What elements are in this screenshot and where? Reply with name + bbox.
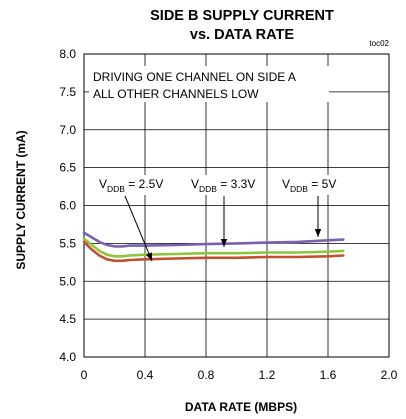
y-tick-label: 7.5 [59,85,76,99]
label-v: V [282,177,290,191]
series-line-1 [82,237,345,258]
series-line-2 [82,240,345,263]
series-label-1: VDDB = 3.3V [191,177,255,194]
y-tick-label: 8.0 [59,47,76,61]
callout-arrowhead [314,229,322,237]
series-label-2: VDDB = 5V [282,177,336,194]
label-value: = 5V [308,177,336,191]
callout-arrowhead [145,252,152,261]
annotation-line-2: ALL OTHER CHANNELS LOW [93,87,259,101]
y-tick-label: 6.5 [59,161,76,175]
callout-background [278,175,341,195]
label-subscript: DDB [199,184,217,194]
y-tick-label: 4.5 [59,312,76,326]
x-axis-ticks: 0 0.4 0.8 1.2 1.6 2.0 [81,368,398,382]
y-tick-label: 5.5 [59,236,76,250]
label-value: = 2.5V [125,177,163,191]
x-tick-label: 0.4 [137,368,154,382]
annotation-background [89,66,329,102]
callout-arrow-line [124,195,153,262]
y-axis-label: SUPPLY CURRENT (mA) [14,130,28,269]
y-tick-label: 6.0 [59,199,76,213]
chart-subtitle: vs. DATA RATE [190,27,295,43]
x-axis-label: DATA RATE (MBPS) [185,400,297,414]
plot-area-frame [83,53,390,358]
label-v: V [191,177,199,191]
callout-background [187,175,260,195]
x-tick-label: 1.6 [320,368,337,382]
x-tick-label: 1.2 [259,368,276,382]
series-label-0: VDDB = 2.5V [99,177,163,194]
data-series [82,231,345,263]
figure-code: toc02 [369,39,389,48]
callout-background [95,175,168,195]
x-tick-label: 2.0 [381,368,398,382]
y-tick-label: 5.0 [59,274,76,288]
label-value: = 3.3V [217,177,255,191]
chart-title: SIDE B SUPPLY CURRENT [150,8,334,24]
label-subscript: DDB [107,184,125,194]
y-tick-label: 4.0 [59,350,76,364]
annotation-line-1: DRIVING ONE CHANNEL ON SIDE A [93,70,296,84]
series-line-0 [82,231,345,248]
label-subscript: DDB [290,184,308,194]
x-tick-label: 0.8 [198,368,215,382]
label-v: V [99,177,107,191]
y-tick-label: 7.0 [59,123,76,137]
series-callouts: VDDB = 2.5V VDDB = 3.3V VDDB = 5V [95,175,341,262]
y-axis-ticks: 4.0 4.5 5.0 5.5 6.0 6.5 7.0 7.5 8.0 [59,47,76,364]
x-tick-label: 0 [81,368,88,382]
callout-arrowhead [220,239,228,247]
